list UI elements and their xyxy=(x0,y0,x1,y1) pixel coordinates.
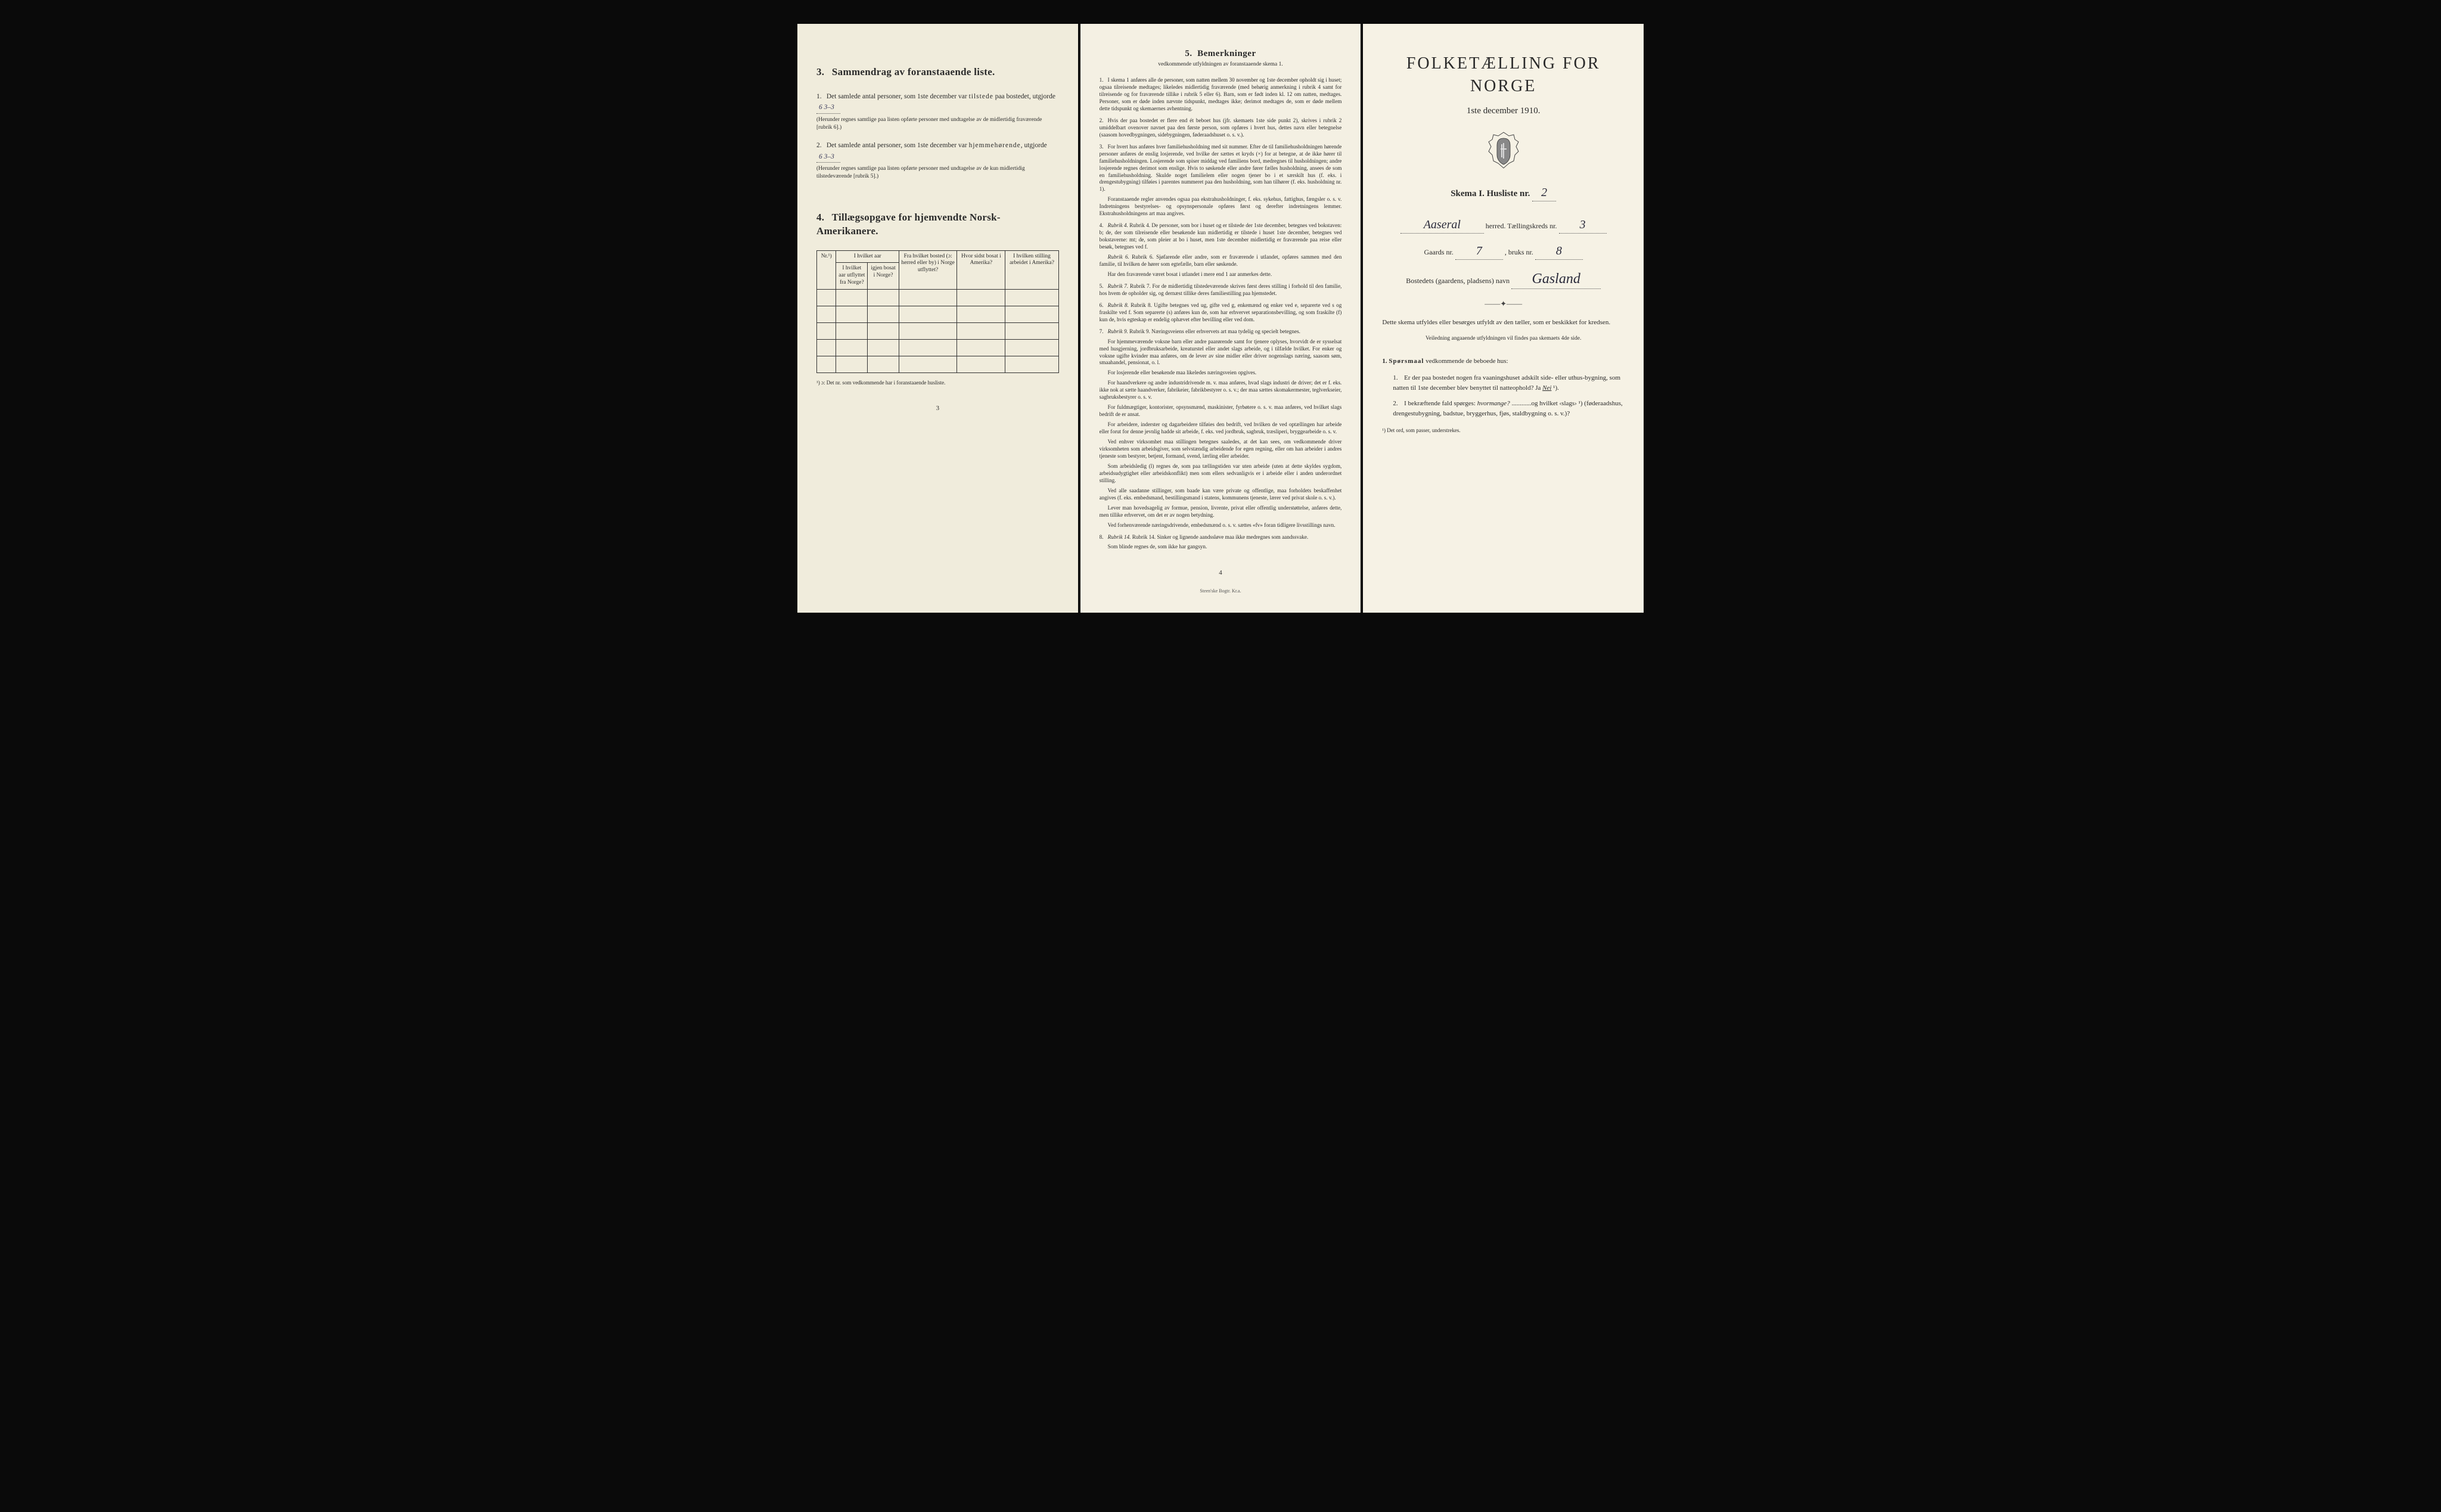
item-2-number: 2. xyxy=(816,140,825,151)
instruction-1: Dette skema utfyldes eller besørges utfy… xyxy=(1382,318,1625,328)
answer-nei: Nei xyxy=(1542,384,1551,392)
section-5-heading: 5. Bemerkninger vedkommende utfyldningen… xyxy=(1100,48,1342,69)
th-bosted: Fra hvilket bosted (ɔ: herred eller by) … xyxy=(899,250,956,290)
th-utflyttet: I hvilket aar utflyttet fra Norge? xyxy=(836,263,868,290)
section-4-number: 4. xyxy=(816,212,824,223)
husliste-nr: 2 xyxy=(1532,185,1556,201)
page-4: 5. Bemerkninger vedkommende utfyldningen… xyxy=(1080,24,1361,613)
gaards-nr: 7 xyxy=(1455,243,1503,260)
th-aar-group: I hvilket aar xyxy=(836,250,899,263)
spm-heading: 1. Spørsmaal vedkommende de beboede hus: xyxy=(1382,356,1625,367)
ornament-icon: ――✦―― xyxy=(1382,299,1625,309)
question-2: 2. I bekræftende fald spørges: hvormange… xyxy=(1393,399,1625,418)
table-row xyxy=(817,340,1059,356)
census-date: 1ste december 1910. xyxy=(1382,105,1625,117)
item-2-note: (Herunder regnes samtlige paa listen opf… xyxy=(816,165,1059,181)
page-3: 3. Sammendrag av foranstaaende liste. 1.… xyxy=(797,24,1078,613)
page-number-3: 3 xyxy=(816,404,1059,413)
section-3-heading: 3. Sammendrag av foranstaaende liste. xyxy=(816,66,1059,79)
th-stilling: I hvilken stilling arbeidet i Amerika? xyxy=(1005,250,1058,290)
item-1-note: (Herunder regnes samtlige paa listen opf… xyxy=(816,116,1059,132)
table-row xyxy=(817,306,1059,323)
herred-name: Aaseral xyxy=(1400,217,1484,234)
item-1-number: 1. xyxy=(816,91,825,102)
section-4-heading: 4. Tillægsopgave for hjemvendte Norsk-Am… xyxy=(816,211,1059,238)
bruks-nr: 8 xyxy=(1535,243,1583,260)
rule-2: 2.Hvis der paa bostedet er flere end ét … xyxy=(1100,117,1342,139)
rule-5: 5.Rubrik 7. Rubrik 7. For de midlertidig… xyxy=(1100,283,1342,297)
rule-4: 4.Rubrik 4. Rubrik 4. De personer, som b… xyxy=(1100,222,1342,278)
rules-list: 1.I skema 1 anføres alle de personer, so… xyxy=(1100,77,1342,551)
page-1-cover: FOLKETÆLLING FOR NORGE 1ste december 191… xyxy=(1363,24,1644,613)
table-row xyxy=(817,356,1059,373)
herred-line: Aaseral herred. Tællingskreds nr. 3 xyxy=(1382,217,1625,234)
rule-1: 1.I skema 1 anføres alle de personer, so… xyxy=(1100,77,1342,113)
th-nr: Nr.¹) xyxy=(817,250,836,290)
item-1-value: 6 3–3 xyxy=(816,102,840,113)
section-3-title: Sammendrag av foranstaaende liste. xyxy=(832,66,995,77)
item-2-value: 6 3–3 xyxy=(816,151,840,163)
bosted-line: Bostedets (gaardens, pladsens) navn Gasl… xyxy=(1382,269,1625,289)
kreds-nr: 3 xyxy=(1559,217,1607,234)
table-footnote: ¹) ɔ: Det nr. som vedkommende har i fora… xyxy=(816,379,1059,386)
rule-3: 3.For hvert hus anføres hver familiehush… xyxy=(1100,144,1342,218)
rule-8: 8.Rubrik 14. Rubrik 14. Sinker og lignen… xyxy=(1100,534,1342,551)
coat-of-arms-icon xyxy=(1486,131,1521,170)
section-3-number: 3. xyxy=(816,66,824,77)
page-number-4: 4 xyxy=(1100,569,1342,578)
instruction-2: Veiledning angaaende utfyldningen vil fi… xyxy=(1382,334,1625,343)
table-row xyxy=(817,323,1059,340)
skema-line: Skema I. Husliste nr. 2 xyxy=(1382,185,1625,201)
document-spread: 3. Sammendrag av foranstaaende liste. 1.… xyxy=(797,24,1644,613)
table-row xyxy=(817,290,1059,306)
rule-7: 7.Rubrik 9. Rubrik 9. Næringsveiens elle… xyxy=(1100,328,1342,529)
amerikanere-table: Nr.¹) I hvilket aar Fra hvilket bosted (… xyxy=(816,250,1059,374)
footnote-1: ¹) Det ord, som passer, understrekes. xyxy=(1382,427,1625,434)
gaards-line: Gaards nr. 7 , bruks nr. 8 xyxy=(1382,243,1625,260)
th-igjen: igjen bosat i Norge? xyxy=(868,263,899,290)
bosted-navn: Gasland xyxy=(1511,269,1601,289)
summary-item-1: 1. Det samlede antal personer, som 1ste … xyxy=(816,91,1059,132)
th-amerika-bosat: Hvor sidst bosat i Amerika? xyxy=(957,250,1005,290)
section-4-title: Tillægsopgave for hjemvendte Norsk-Ameri… xyxy=(816,212,1001,237)
printer-mark: Steen'ske Bogtr. Kr.a. xyxy=(1100,588,1342,595)
summary-item-2: 2. Det samlede antal personer, som 1ste … xyxy=(816,140,1059,181)
census-title: FOLKETÆLLING FOR NORGE xyxy=(1382,52,1625,98)
rule-6: 6.Rubrik 8. Rubrik 8. Ugifte betegnes ve… xyxy=(1100,302,1342,324)
question-1: 1. Er der paa bostedet nogen fra vaaning… xyxy=(1393,373,1625,393)
